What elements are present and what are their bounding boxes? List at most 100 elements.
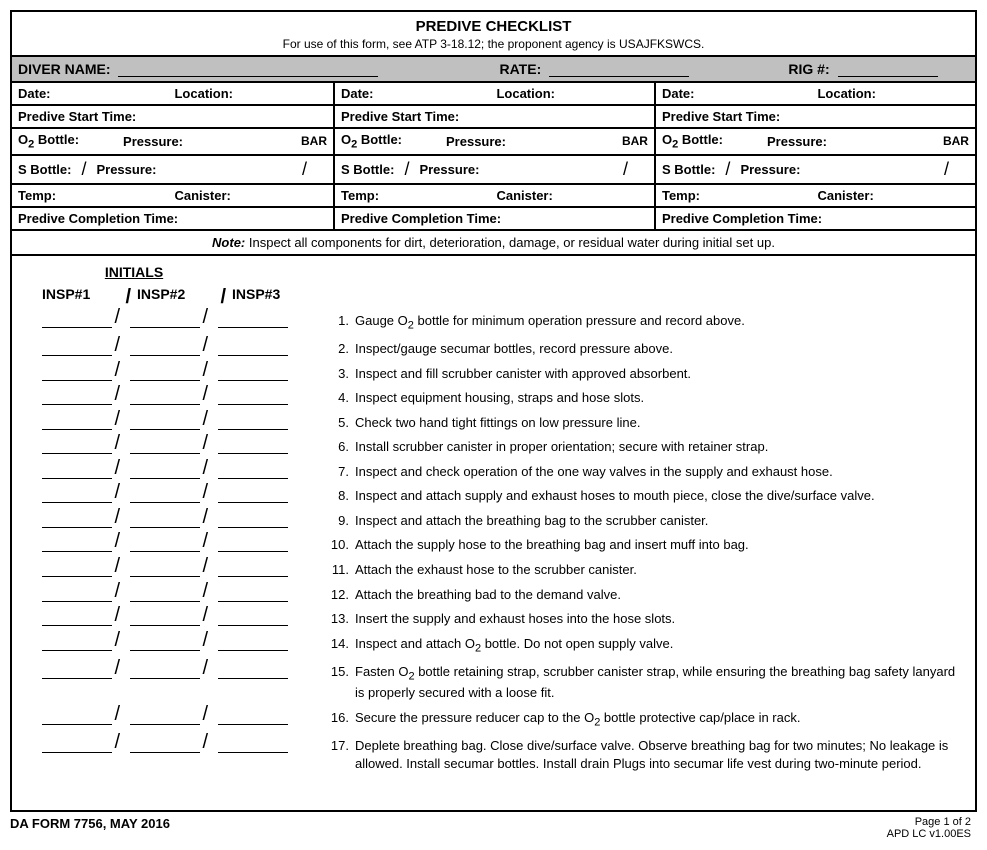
initial-blank[interactable] xyxy=(130,414,200,430)
initial-blank[interactable] xyxy=(218,414,288,430)
initial-blank[interactable] xyxy=(42,586,112,602)
initial-blank[interactable] xyxy=(218,536,288,552)
initial-blank[interactable] xyxy=(130,586,200,602)
checklist-row: 15.Fasten O2 bottle retaining strap, scr… xyxy=(42,663,959,702)
initial-blank[interactable] xyxy=(218,463,288,479)
pressure-label: Pressure: xyxy=(419,162,479,177)
initial-blank[interactable] xyxy=(42,561,112,577)
note-label: Note: xyxy=(212,235,245,250)
initial-blank[interactable] xyxy=(42,340,112,356)
initial-blank[interactable] xyxy=(42,389,112,405)
initial-blank[interactable] xyxy=(42,709,112,725)
initial-blank[interactable] xyxy=(218,586,288,602)
initial-blank[interactable] xyxy=(130,365,200,381)
initial-blank[interactable] xyxy=(130,340,200,356)
bar-label: BAR xyxy=(301,134,327,148)
rig-field[interactable] xyxy=(838,63,938,77)
initial-blank[interactable] xyxy=(218,312,288,328)
initial-blank[interactable] xyxy=(218,438,288,454)
footer-right: Page 1 of 2 APD LC v1.00ES xyxy=(887,816,971,840)
initial-blank[interactable] xyxy=(218,709,288,725)
row-o2-bottle: O2 Bottle: Pressure: BAR O2 Bottle: Pres… xyxy=(12,129,975,156)
initial-blank[interactable] xyxy=(130,737,200,753)
initial-blank[interactable] xyxy=(218,561,288,577)
predive-completion-label: Predive Completion Time: xyxy=(333,208,654,229)
initial-blank[interactable] xyxy=(218,737,288,753)
initial-blank[interactable] xyxy=(42,365,112,381)
initial-blank[interactable] xyxy=(42,663,112,679)
checklist-row: 7.Inspect and check operation of the one… xyxy=(42,463,959,481)
item-text: Deplete breathing bag. Close dive/surfac… xyxy=(355,737,959,772)
initial-blank[interactable] xyxy=(130,635,200,651)
item-text: Check two hand tight fittings on low pre… xyxy=(355,414,959,432)
initial-blank[interactable] xyxy=(42,512,112,528)
initial-blank[interactable] xyxy=(42,487,112,503)
row-date-location: Date:Location: Date:Location: Date:Locat… xyxy=(12,83,975,106)
checklist-row: 10.Attach the supply hose to the breathi… xyxy=(42,536,959,554)
insp2-header: INSP#2 xyxy=(137,286,232,302)
initial-blank[interactable] xyxy=(42,536,112,552)
o2-bottle-label: O2 Bottle: xyxy=(18,132,79,151)
pressure-label: Pressure: xyxy=(96,162,156,177)
initial-blank[interactable] xyxy=(218,635,288,651)
item-text: Inspect and attach supply and exhaust ho… xyxy=(355,487,959,505)
footer: DA FORM 7756, MAY 2016 Page 1 of 2 APD L… xyxy=(10,812,977,840)
checklist-row: 4.Inspect equipment housing, straps and … xyxy=(42,389,959,407)
pressure-label: Pressure: xyxy=(740,162,800,177)
initials-blanks xyxy=(42,586,327,602)
initial-blank[interactable] xyxy=(218,340,288,356)
initial-blank[interactable] xyxy=(218,610,288,626)
initial-blank[interactable] xyxy=(130,312,200,328)
initial-blank[interactable] xyxy=(130,389,200,405)
initial-blank[interactable] xyxy=(130,536,200,552)
initial-blank[interactable] xyxy=(42,312,112,328)
initial-blank[interactable] xyxy=(130,463,200,479)
canister-label: Canister: xyxy=(496,188,647,203)
checklist-row: 6.Install scrubber canister in proper or… xyxy=(42,438,959,456)
initial-blank[interactable] xyxy=(130,663,200,679)
item-number: 1. xyxy=(327,312,355,330)
form-number: DA FORM 7756, MAY 2016 xyxy=(10,816,170,840)
initial-blank[interactable] xyxy=(218,512,288,528)
initial-blank[interactable] xyxy=(42,737,112,753)
version: APD LC v1.00ES xyxy=(887,828,971,840)
initial-blank[interactable] xyxy=(130,709,200,725)
canister-label: Canister: xyxy=(174,188,326,203)
initial-blank[interactable] xyxy=(218,389,288,405)
row-temp-canister: Temp:Canister: Temp:Canister: Temp:Canis… xyxy=(12,185,975,208)
item-text: Inspect/gauge secumar bottles, record pr… xyxy=(355,340,959,358)
predive-start-label: Predive Start Time: xyxy=(12,106,333,127)
initial-blank[interactable] xyxy=(42,438,112,454)
initial-blank[interactable] xyxy=(218,663,288,679)
o2-bottle-label: O2 Bottle: xyxy=(662,132,723,151)
row-predive-start: Predive Start Time: Predive Start Time: … xyxy=(12,106,975,129)
initial-blank[interactable] xyxy=(130,512,200,528)
initials-blanks xyxy=(42,414,327,430)
pressure-label: Pressure: xyxy=(446,134,506,149)
item-text: Attach the breathing bad to the demand v… xyxy=(355,586,959,604)
initial-blank[interactable] xyxy=(130,561,200,577)
insp1-header: INSP#1 xyxy=(42,286,137,302)
item-text: Gauge O2 bottle for minimum operation pr… xyxy=(355,312,959,333)
bar-label: BAR xyxy=(622,134,648,148)
initial-blank[interactable] xyxy=(42,463,112,479)
checklist-row: 14.Inspect and attach O2 bottle. Do not … xyxy=(42,635,959,656)
item-number: 12. xyxy=(327,586,355,604)
rate-field[interactable] xyxy=(549,63,689,77)
item-number: 3. xyxy=(327,365,355,383)
item-number: 14. xyxy=(327,635,355,653)
initial-blank[interactable] xyxy=(218,365,288,381)
initial-blank[interactable] xyxy=(130,438,200,454)
s-bottle-label: S Bottle: xyxy=(341,162,394,177)
initial-blank[interactable] xyxy=(130,487,200,503)
canister-label: Canister: xyxy=(817,188,968,203)
checklist-body: INITIALS INSP#1 INSP#2 INSP#3 1.Gauge O2… xyxy=(12,256,975,810)
initial-blank[interactable] xyxy=(42,610,112,626)
initial-blank[interactable] xyxy=(218,487,288,503)
initial-blank[interactable] xyxy=(42,635,112,651)
row-s-bottle: S Bottle: / Pressure: / S Bottle: / Pres… xyxy=(12,156,975,185)
initial-blank[interactable] xyxy=(130,610,200,626)
diver-name-field[interactable] xyxy=(118,63,378,77)
checklist-row: 9.Inspect and attach the breathing bag t… xyxy=(42,512,959,530)
initial-blank[interactable] xyxy=(42,414,112,430)
